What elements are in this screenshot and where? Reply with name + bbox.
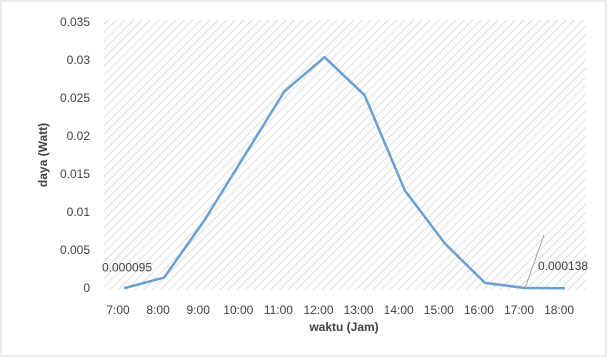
x-tick-label: 13:00 [344,303,374,317]
series-line [123,55,566,290]
leader-line [524,234,545,289]
x-tick-label: 15:00 [424,303,454,317]
x-tick-label: 18:00 [544,303,574,317]
x-tick-label: 17:00 [504,303,534,317]
y-tick-label: 0.03 [67,53,91,67]
x-tick-label: 9:00 [187,303,211,317]
x-tick-label: 11:00 [264,303,293,317]
x-axis-label: waktu (Jam) [308,320,378,334]
y-tick-label: 0.02 [67,129,91,143]
y-tick-label: 0.025 [60,91,90,105]
y-tick-label: 0.035 [60,15,90,29]
x-tick-label: 7:00 [106,303,130,317]
y-tick-label: 0.005 [60,243,90,257]
x-tick-label: 8:00 [146,303,170,317]
data-label: 0.000095 [102,260,152,274]
x-tick-label: 10:00 [223,303,253,317]
plot-area [104,20,586,290]
y-tick-label: 0.015 [60,167,90,181]
y-tick-label: 0.01 [67,205,91,219]
data-label: 0.000138 [538,259,588,273]
y-tick-label: 0 [83,281,90,295]
y-axis-label: daya (Watt) [36,123,50,187]
x-tick-label: 16:00 [464,303,494,317]
x-tick-label: 14:00 [384,303,414,317]
x-tick-label: 12:00 [303,303,333,317]
